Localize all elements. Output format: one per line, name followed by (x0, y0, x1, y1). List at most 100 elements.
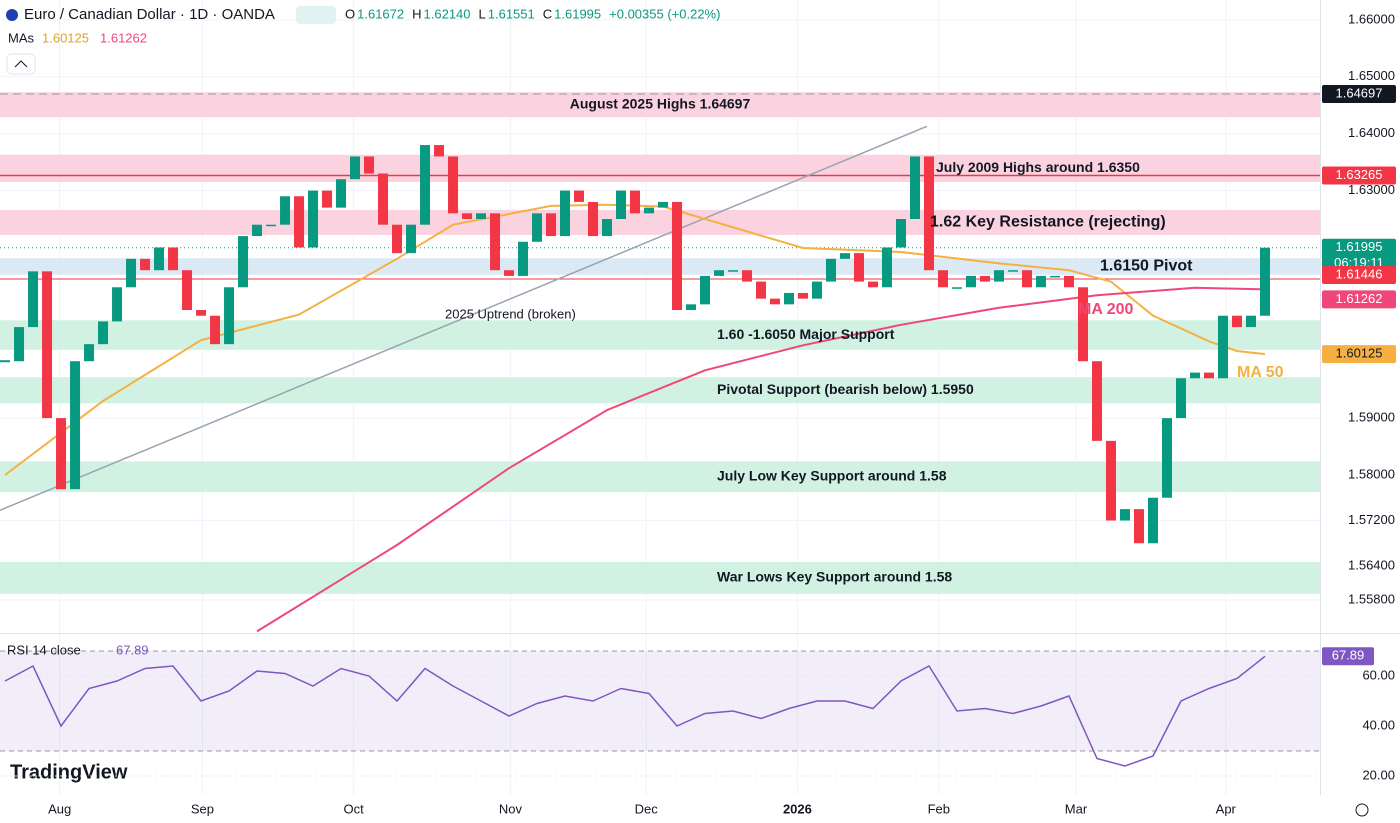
price-label (1322, 238, 1396, 273)
candle (560, 190, 571, 237)
candle (812, 281, 823, 299)
candle (490, 213, 501, 271)
rsi-tick-label: 60.00 (1362, 667, 1395, 682)
candle (756, 281, 767, 299)
ohlc-value: 1.62140 (424, 6, 471, 21)
candle (98, 321, 109, 345)
x-tick-label: Sep (191, 801, 214, 816)
price-label (1322, 290, 1396, 309)
x-tick-label: 2026 (783, 801, 812, 816)
y-tick-label: 1.65000 (1348, 68, 1395, 83)
candle (798, 292, 809, 299)
candle (448, 156, 459, 214)
x-tick-label: Nov (499, 801, 523, 816)
chevron (14, 60, 28, 68)
candle (1217, 315, 1228, 379)
candle (895, 219, 906, 248)
zone-label: 1.60 -1.6050 Major Support (717, 326, 895, 342)
candle (937, 270, 948, 288)
x-tick-label: Mar (1065, 801, 1088, 816)
ohlc-value: 1.61551 (488, 6, 535, 21)
candle (224, 287, 235, 345)
zone-label: 1.6150 Pivot (1100, 258, 1193, 275)
candle (1007, 270, 1018, 272)
mas-label: MAs (8, 30, 35, 45)
zone (0, 209, 1320, 235)
candle (1049, 275, 1060, 278)
candle (854, 253, 865, 282)
settings-icon[interactable] (1355, 803, 1369, 817)
ohlc-key: L (479, 6, 486, 21)
candle (770, 298, 781, 305)
candle (868, 281, 879, 288)
candle (714, 270, 725, 276)
zone-label: 1.62 Key Resistance (rejecting) (930, 214, 1166, 231)
candle (1035, 275, 1046, 288)
rsi-last: 67.89 (1332, 648, 1365, 663)
price-label-text: 1.63265 (1336, 167, 1383, 182)
candle (742, 270, 753, 282)
ma-value: 1.60125 (42, 30, 89, 45)
candle (364, 156, 375, 174)
price-label (1322, 265, 1396, 284)
main-pane (0, 0, 1320, 795)
candle (1175, 378, 1186, 419)
candle (350, 156, 361, 180)
candle (1147, 497, 1158, 544)
ohlc-value: 1.61995 (554, 6, 601, 21)
y-tick-label: 1.57200 (1348, 512, 1395, 527)
price-label-text: 1.61995 (1336, 239, 1383, 254)
candle (1105, 440, 1116, 521)
candle (210, 315, 221, 345)
trendline (0, 125, 928, 511)
candle (881, 247, 892, 288)
ma-label: MA 50 (1237, 364, 1284, 381)
price-label-text: 1.60125 (1336, 346, 1383, 361)
zone (0, 320, 1320, 350)
y-tick-label: 1.66000 (1348, 11, 1395, 26)
candle (588, 201, 599, 237)
price-label-text: 1.64697 (1336, 85, 1383, 100)
candle (1231, 315, 1242, 328)
candle (56, 418, 67, 490)
candle (126, 258, 137, 288)
candle (840, 253, 851, 259)
candle (378, 173, 389, 225)
rsi-title: RSI 14 close (7, 642, 81, 657)
ma-value: 1.61262 (100, 30, 147, 45)
y-tick-label: 1.64000 (1348, 125, 1395, 140)
collapse-button[interactable] (6, 53, 36, 75)
zone (0, 154, 1320, 183)
x-tick-label: Feb (928, 801, 950, 816)
rsi-tick-label: 20.00 (1362, 767, 1395, 782)
symbol: Euro / Canadian Dollar · 1D · OANDA (24, 6, 275, 23)
ma-label: MA 200 (1078, 301, 1134, 318)
candle (0, 360, 11, 363)
price-label (1322, 345, 1396, 364)
price-label (1322, 85, 1396, 104)
candle (993, 270, 1004, 282)
candle (504, 270, 515, 276)
candle (979, 275, 990, 282)
candle (728, 270, 739, 272)
candle (1259, 247, 1270, 316)
x-tick-label: Aug (48, 801, 71, 816)
rsi-value: 67.89 (116, 642, 149, 657)
candle (420, 145, 431, 225)
x-tick-label: Dec (635, 801, 659, 816)
candle (392, 224, 403, 254)
ohlc-value: 1.61672 (357, 6, 404, 21)
candle (70, 361, 81, 490)
candle (168, 247, 179, 271)
ohlc-key: H (412, 6, 421, 21)
moving-average (256, 286, 1266, 633)
candle (616, 190, 627, 220)
candle (280, 196, 291, 225)
candle (784, 292, 795, 305)
candle (644, 207, 655, 214)
candle (965, 275, 976, 288)
candle (602, 219, 613, 237)
candle (672, 201, 683, 311)
candle (294, 196, 305, 248)
